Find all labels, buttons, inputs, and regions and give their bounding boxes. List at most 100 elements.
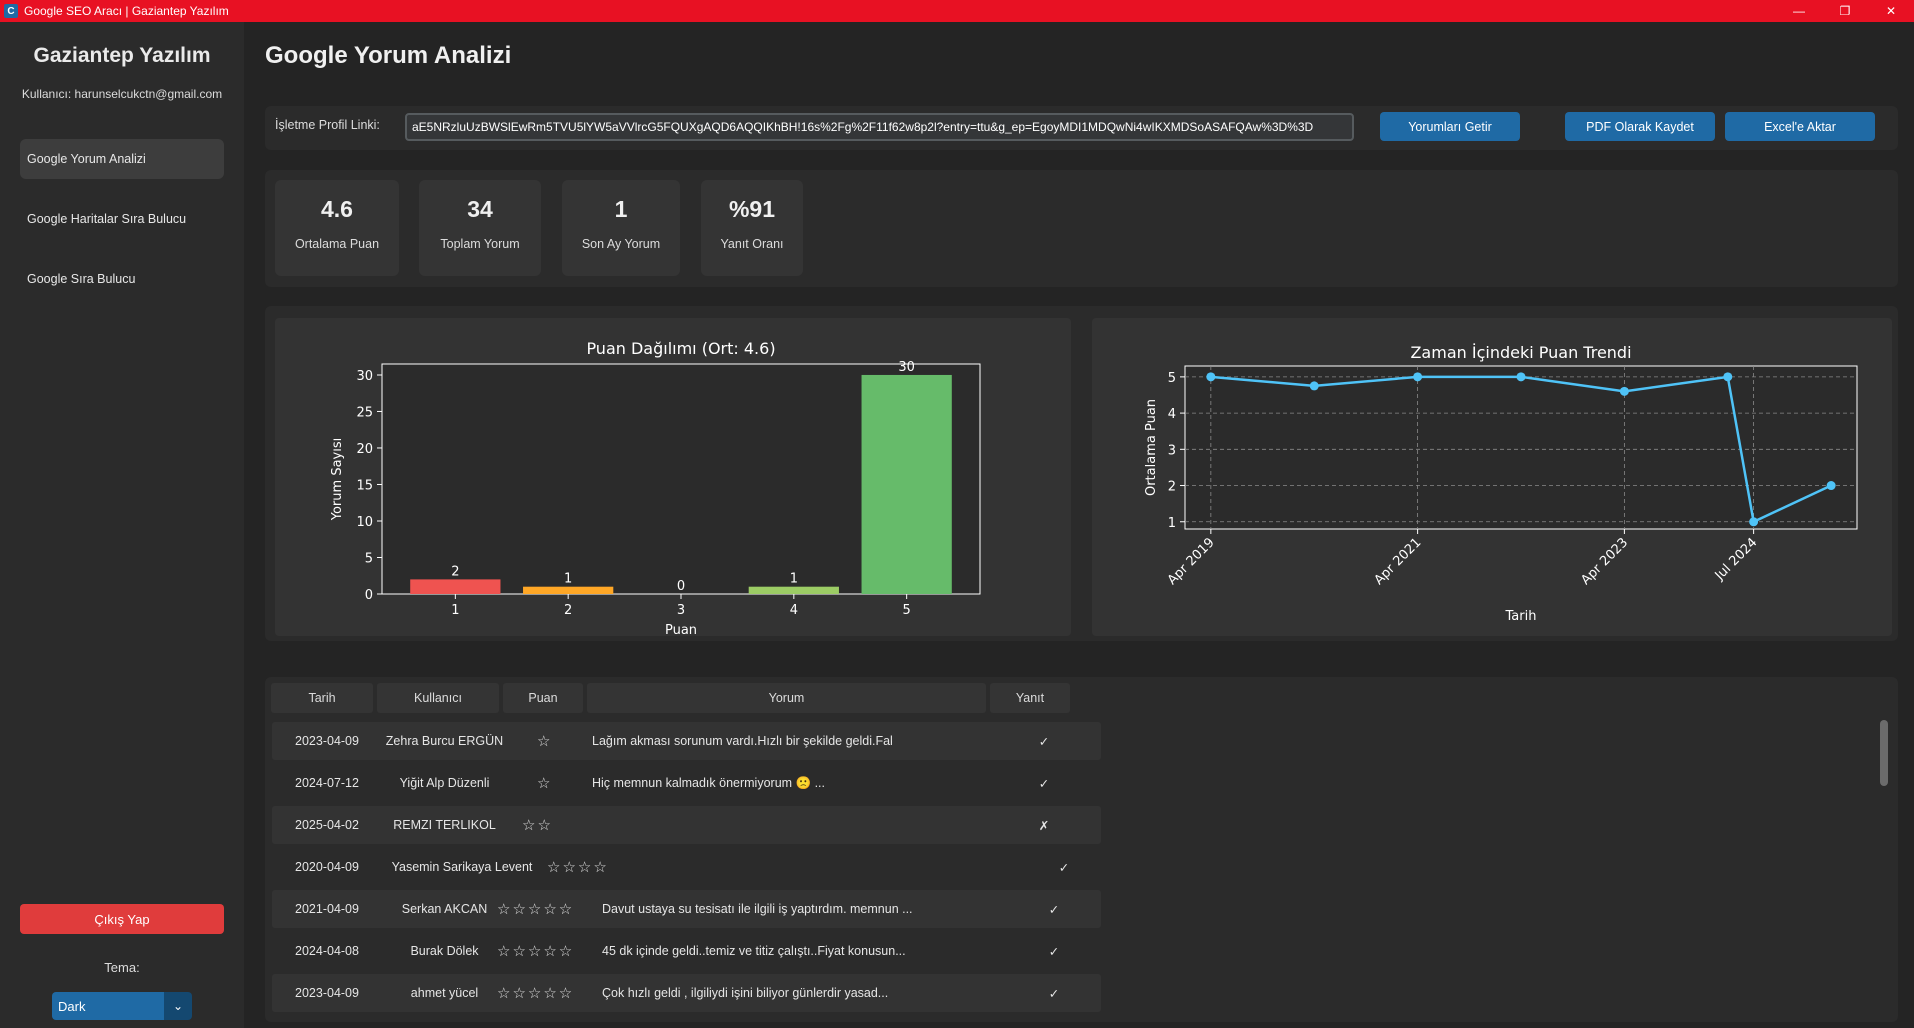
header-rating[interactable]: Puan	[503, 683, 583, 713]
table-row[interactable]: 2024-04-08 Burak Dölek ☆☆☆☆☆ 45 dk içinde g…	[272, 932, 1101, 970]
profile-url-input[interactable]: aE5NRzluUzBWSlEwRm5TVU5lYW5aVVlrcG5FQUXg…	[405, 113, 1354, 141]
app-icon: C	[4, 4, 18, 18]
x-tick-label: 1	[451, 603, 459, 618]
nav-google-sira-bulucu[interactable]: Google Sıra Bulucu	[27, 272, 136, 286]
x-tick-label: 4	[790, 603, 798, 618]
data-point	[1723, 372, 1733, 382]
table-row[interactable]: 2023-04-09 ahmet yücel ☆☆☆☆☆ Çok hızlı geld…	[272, 974, 1101, 1012]
cell-user: Zehra Burcu ERGÜN	[385, 734, 504, 748]
cell-reply: ✓	[1048, 902, 1060, 917]
y-tick-label: 30	[356, 369, 373, 384]
data-point	[1619, 386, 1629, 396]
data-point	[1516, 372, 1526, 382]
y-tick-label: 25	[356, 405, 373, 420]
header-reply[interactable]: Yanıt	[990, 683, 1070, 713]
export-excel-button[interactable]: Excel'e Aktar	[1725, 112, 1875, 141]
header-comment[interactable]: Yorum	[587, 683, 986, 713]
stat-value: 4.6	[321, 196, 353, 222]
y-tick-label: 10	[356, 515, 373, 530]
chevron-down-icon[interactable]: ⌄	[164, 992, 192, 1020]
theme-select[interactable]: Dark ⌄	[52, 992, 192, 1020]
x-tick-label: Apr 2019	[1165, 535, 1218, 588]
title-bar: C Google SEO Aracı | Gaziantep Yazılım —…	[0, 0, 1914, 22]
rating-trend-chart: 1 2 3 4 5 Apr 2019 Apr 2021 Apr 2023 Jul 2024 Zam…	[1092, 318, 1892, 636]
cell-date: 2023-04-09	[295, 986, 359, 1000]
table-scrollbar[interactable]	[1880, 720, 1888, 1015]
cell-comment: Çok hızlı geldi , ilgiliydi işini biliyo…	[602, 986, 889, 1000]
window-title: Google SEO Aracı | Gaziantep Yazılım	[24, 4, 229, 18]
stat-card-last-month: 1 Son Ay Yorum	[562, 180, 680, 276]
x-axis-label: Puan	[665, 623, 697, 636]
stat-value: 34	[467, 196, 493, 222]
cell-comment	[592, 806, 892, 844]
y-tick-label: 1	[1168, 516, 1176, 531]
cell-comment: Hiç memnun kalmadık önermiyorum 🙁 ...	[592, 775, 825, 790]
table-row[interactable]: 2025-04-02 REMZI TERLIKOL ☆☆ ✗	[272, 806, 1101, 844]
data-label: 1	[564, 572, 572, 587]
stat-card-average: 4.6 Ortalama Puan	[275, 180, 399, 276]
stat-label: Yanıt Oranı	[720, 237, 784, 251]
url-bar: İşletme Profil Linki: aE5NRzluUzBWSlEwRm…	[265, 106, 1898, 150]
cell-rating-stars: ☆☆☆☆☆	[497, 985, 575, 1002]
restore-button[interactable]: ❐	[1839, 4, 1851, 18]
table-row[interactable]: 2020-04-09 Yasemin Sarikaya Levent ☆☆☆☆ ✓	[272, 848, 1101, 886]
cell-rating-stars: ☆	[537, 775, 553, 792]
stat-card-total: 34 Toplam Yorum	[419, 180, 541, 276]
stat-card-reply-rate: %91 Yanıt Oranı	[701, 180, 803, 276]
x-tick-label: Apr 2023	[1578, 535, 1631, 588]
cell-rating-stars: ☆	[537, 733, 553, 750]
cell-date: 2020-04-09	[295, 860, 359, 874]
y-tick-label: 0	[365, 588, 373, 603]
close-button[interactable]: ✕	[1885, 4, 1897, 18]
table-row[interactable]: 2023-04-09 Zehra Burcu ERGÜN ☆ Lağım akması…	[272, 722, 1101, 760]
scrollbar-thumb[interactable]	[1880, 720, 1888, 786]
cell-rating-stars: ☆☆	[522, 817, 553, 834]
minimize-button[interactable]: —	[1793, 4, 1805, 18]
brand-title: Gaziantep Yazılım	[33, 44, 211, 67]
save-pdf-button[interactable]: PDF Olarak Kaydet	[1565, 112, 1715, 141]
cell-user: REMZI TERLIKOL	[393, 818, 496, 832]
logout-button[interactable]: Çıkış Yap	[20, 904, 224, 934]
page-title: Google Yorum Analizi	[265, 42, 512, 69]
y-tick-label: 5	[1168, 371, 1176, 386]
cell-date: 2024-07-12	[295, 776, 359, 790]
y-axis-label: Ortalama Puan	[1144, 399, 1159, 496]
data-label: 30	[898, 360, 915, 375]
stat-label: Toplam Yorum	[440, 237, 520, 251]
cell-user: Yiğit Alp Düzenli	[399, 776, 490, 790]
cell-reply: ✓	[1038, 734, 1050, 749]
x-tick-label: 2	[564, 603, 572, 618]
y-tick-label: 20	[356, 442, 373, 457]
y-tick-label: 2	[1168, 480, 1176, 495]
table-row[interactable]: 2024-07-12 Yiğit Alp Düzenli ☆ Hiç memnun k…	[272, 764, 1101, 802]
bar-5	[861, 374, 952, 594]
rating-distribution-chart: 2 1 1 2 0 3 1 4 30 5 0 5 10 15 20 25 30 Puan Dağılımı (Or…	[275, 318, 1071, 636]
x-tick-label: 5	[903, 603, 911, 618]
cell-date: 2025-04-02	[295, 818, 359, 832]
cell-date: 2023-04-09	[295, 734, 359, 748]
fetch-reviews-button[interactable]: Yorumları Getir	[1380, 112, 1520, 141]
cell-user: ahmet yücel	[410, 986, 479, 1000]
nav-google-haritalar-sira-bulucu[interactable]: Google Haritalar Sıra Bulucu	[27, 212, 187, 226]
y-tick-label: 3	[1168, 443, 1176, 458]
table-row[interactable]: 2021-04-09 Serkan AKCAN ☆☆☆☆☆ Davut ustaya …	[272, 890, 1101, 928]
stats-row: 4.6 Ortalama Puan 34 Toplam Yorum 1 Son …	[265, 170, 1898, 287]
header-date[interactable]: Tarih	[271, 683, 373, 713]
cell-rating-stars: ☆☆☆☆	[547, 859, 609, 876]
stat-value: %91	[728, 196, 776, 222]
cell-comment: 45 dk içinde geldi..temiz ve titiz çalış…	[602, 944, 906, 958]
theme-value[interactable]: Dark	[52, 992, 164, 1020]
x-tick-label: Apr 2021	[1372, 535, 1425, 588]
data-label: 1	[790, 572, 798, 587]
plot-area	[1184, 365, 1858, 530]
cell-comment	[592, 848, 892, 886]
charts-row: 2 1 1 2 0 3 1 4 30 5 0 5 10 15 20 25 30 Puan Dağılımı (Or…	[265, 306, 1898, 641]
data-label: 0	[677, 579, 685, 594]
nav-google-yorum-analizi[interactable]: Google Yorum Analizi	[20, 139, 224, 179]
header-user[interactable]: Kullanıcı	[377, 683, 499, 713]
cell-user: Burak Dölek	[410, 944, 479, 958]
data-label: 2	[451, 564, 459, 579]
cell-reply: ✓	[1038, 776, 1050, 791]
cell-comment: Davut ustaya su tesisatı ile ilgili iş y…	[602, 902, 913, 916]
